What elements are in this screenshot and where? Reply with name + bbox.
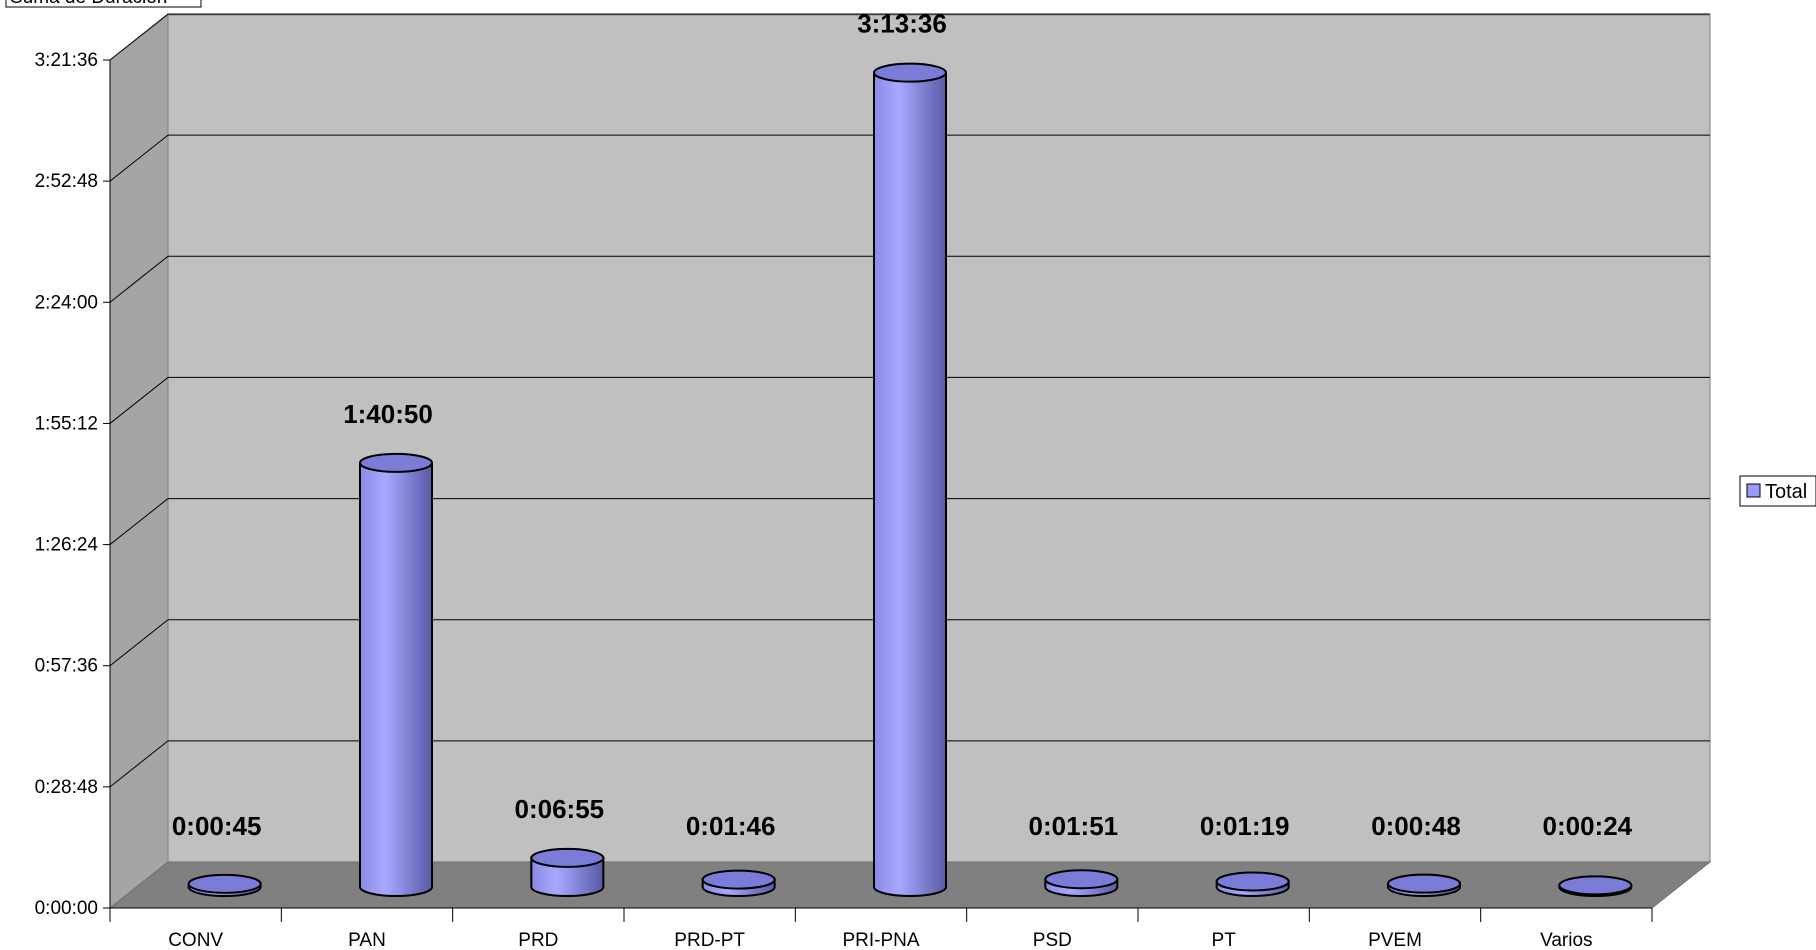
data-label: 0:01:46 <box>686 811 776 841</box>
x-category-label: PRD-PT <box>674 930 745 950</box>
data-label: 3:13:36 <box>857 9 947 39</box>
bar-top <box>1558 875 1633 896</box>
bar-conv <box>187 873 262 897</box>
x-category-label: CONV <box>168 930 223 950</box>
bar-pt <box>1215 871 1290 897</box>
y-axis: 0:00:00 0:28:48 0:57:36 1:26:24 1:55:12 2:24:… <box>35 50 111 919</box>
x-category-label: PT <box>1212 930 1237 950</box>
y-tick-label: 3:21:36 <box>35 50 98 71</box>
data-label: 0:06:55 <box>515 794 605 824</box>
y-tick-label: 0:00:00 <box>35 898 98 919</box>
bar-top <box>701 869 776 890</box>
y-tick-label: 2:24:00 <box>35 292 98 313</box>
data-labels: 0:00:45 1:40:50 0:06:55 0:01:46 3:13:36 0:01:… <box>172 9 1633 841</box>
bar-top <box>1387 873 1461 894</box>
data-label: 0:00:24 <box>1543 811 1633 841</box>
data-label: 0:00:48 <box>1371 811 1461 841</box>
bar-body <box>873 71 947 897</box>
x-axis: CONV PAN PRD PRD-PT PRI-PNA PSD PT PVEM Varios <box>109 907 1653 950</box>
bar-pri-pna <box>873 62 947 897</box>
bars <box>187 62 1633 897</box>
legend: Total <box>1739 475 1816 507</box>
x-category-label: PVEM <box>1368 930 1422 950</box>
legend-label: Total <box>1765 481 1807 503</box>
bar-body <box>359 461 433 897</box>
legend-swatch <box>1746 483 1761 498</box>
y-tick-label: 0:57:36 <box>35 656 98 677</box>
bar-pan <box>359 452 433 897</box>
bar-top <box>530 847 605 868</box>
chart-title: Suma de Duración <box>5 0 202 8</box>
bar-top <box>873 62 947 83</box>
bar-top <box>187 873 262 894</box>
bar-varios <box>1558 875 1633 897</box>
chart-title-text: Suma de Duración <box>10 0 167 8</box>
gridline-diagonal <box>109 134 169 182</box>
bar-top <box>1044 869 1119 890</box>
bar-prd-pt <box>701 869 776 897</box>
gridline-diagonal <box>109 255 169 303</box>
data-label: 0:01:51 <box>1029 811 1119 841</box>
bar-pvem <box>1387 873 1461 897</box>
x-category-label: PSD <box>1033 930 1072 950</box>
gridline-diagonal <box>109 13 169 61</box>
bar-top <box>1215 871 1290 892</box>
data-label: 0:00:45 <box>172 811 262 841</box>
gridline-diagonal <box>109 619 169 667</box>
bar-prd <box>530 847 605 897</box>
bar-body <box>530 856 605 897</box>
x-category-label: PRI-PNA <box>842 930 919 950</box>
data-label: 0:01:19 <box>1200 811 1290 841</box>
bar-top <box>359 452 433 473</box>
gridline-diagonal <box>109 740 169 788</box>
gridline-diagonal <box>109 377 169 424</box>
x-category-label: PAN <box>348 930 386 950</box>
side-wall <box>109 13 169 910</box>
x-category-label: PRD <box>518 930 558 950</box>
data-label: 1:40:50 <box>343 399 433 429</box>
y-tick-label: 0:28:48 <box>35 777 98 798</box>
bar-psd <box>1044 869 1119 897</box>
gridline-diagonal <box>109 498 169 545</box>
y-tick-label: 1:26:24 <box>35 535 99 556</box>
x-category-label: Varios <box>1540 930 1592 950</box>
y-tick-label: 1:55:12 <box>35 413 98 434</box>
y-tick-label: 2:52:48 <box>35 171 98 192</box>
